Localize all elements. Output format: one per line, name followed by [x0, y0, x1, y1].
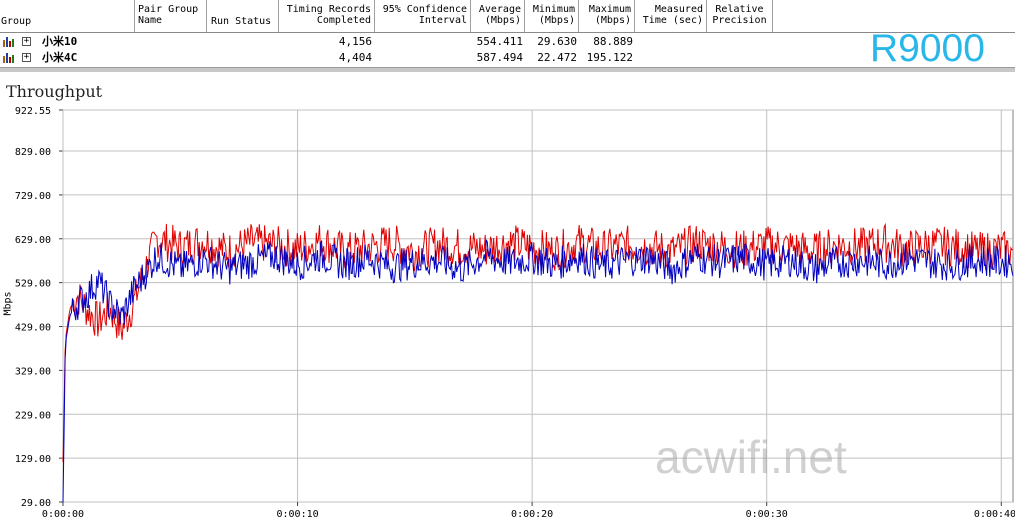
table-row[interactable]: + 小米10 4,156 554.411 29.630 88.889 [0, 34, 1015, 49]
y-tick-label: 922.55 [15, 106, 51, 117]
y-tick-label: 429.00 [15, 323, 51, 334]
bar-chart-icon [3, 37, 14, 47]
bar-chart-icon [3, 53, 14, 63]
maximum-value: 195.122 [586, 51, 633, 64]
col-header-timing-records[interactable]: Timing Records Completed [279, 0, 375, 32]
plot-area [62, 109, 1014, 503]
series-line [62, 222, 1014, 463]
minimum-value: 29.630 [537, 35, 577, 48]
pair-name: 小米4C [42, 51, 78, 64]
x-tick-label: 0:00:00 [42, 509, 84, 520]
y-tick-label: 329.00 [15, 366, 51, 377]
expand-icon[interactable]: + [22, 52, 31, 62]
y-tick-label: 729.00 [15, 191, 51, 202]
pair-name: 小米10 [42, 35, 78, 48]
y-tick-label: 629.00 [15, 235, 51, 246]
col-header-average[interactable]: Average (Mbps) [471, 0, 525, 32]
timing-records: 4,156 [338, 35, 372, 48]
col-header-pair-group-name[interactable]: Pair Group Name [135, 0, 207, 32]
y-tick-label: 229.00 [15, 410, 51, 421]
col-header-measured-time[interactable]: Measured Time (sec) [635, 0, 707, 32]
watermark: acwifi.net [655, 431, 847, 483]
col-header-group[interactable]: Group [0, 0, 135, 32]
pane-splitter[interactable] [0, 67, 1015, 72]
x-tick-label: 0:00:20 [511, 509, 553, 520]
col-header-minimum[interactable]: Minimum (Mbps) [525, 0, 579, 32]
average-value: 587.494 [476, 51, 523, 64]
chart-title: Throughput [6, 82, 103, 101]
y-tick-label: 829.00 [15, 147, 51, 158]
y-tick-label: 29.00 [21, 498, 51, 509]
col-header-confidence-interval[interactable]: 95% Confidence Interval [375, 0, 471, 32]
col-header-maximum[interactable]: Maximum (Mbps) [579, 0, 635, 32]
series-line [62, 239, 1014, 503]
x-tick-label: 0:00:10 [276, 509, 318, 520]
overlay-label: R9000 [870, 27, 985, 70]
col-header-run-status[interactable]: Run Status [207, 0, 279, 32]
x-tick-label: 0:00:40 [974, 509, 1015, 520]
average-value: 554.411 [476, 35, 523, 48]
maximum-value: 88.889 [593, 35, 633, 48]
timing-records: 4,404 [338, 51, 372, 64]
minimum-value: 22.472 [537, 51, 577, 64]
x-tick-label: 0:00:30 [746, 509, 788, 520]
y-tick-label: 129.00 [15, 454, 51, 465]
col-header-relative-precision[interactable]: Relative Precision [707, 0, 773, 32]
header-divider [0, 32, 1015, 33]
y-tick-label: 529.00 [15, 279, 51, 290]
expand-icon[interactable]: + [22, 36, 31, 46]
table-row[interactable]: + 小米4C 4,404 587.494 22.472 195.122 [0, 50, 1015, 65]
results-table-header: Group Pair Group Name Run Status Timing … [0, 0, 1015, 33]
